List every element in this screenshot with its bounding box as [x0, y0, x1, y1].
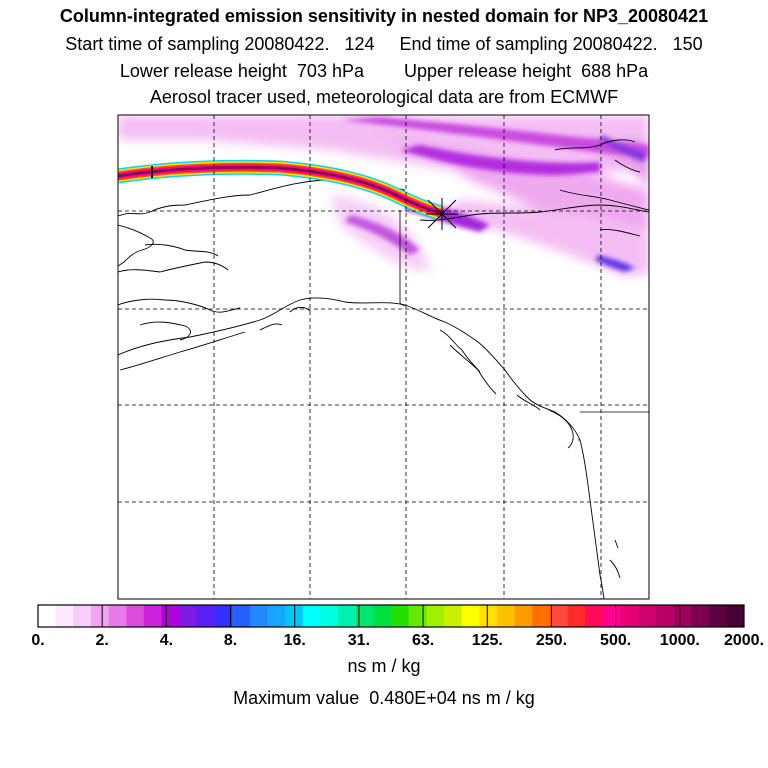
borders: [399, 210, 649, 441]
colorbar-tick-label: 8.: [223, 632, 238, 649]
sensitivity-field: [118, 115, 649, 275]
graticule: [118, 115, 649, 599]
release-point-marker: [426, 198, 458, 230]
colorbar-tick-label: 63.: [411, 632, 435, 649]
colorbar-tick-label: 31.: [347, 632, 371, 649]
colorbar-tick-label: 4.: [159, 632, 174, 649]
colorbar-units: ns m / kg: [347, 656, 421, 676]
colorbar-tick-label: 2000.: [723, 632, 765, 649]
colorbar-tick-label: 500.: [600, 632, 632, 649]
colorbar-tick-label: 2.: [95, 632, 109, 649]
colorbar-tick-label: 1000.: [659, 632, 700, 649]
sampling-time-line: Start time of sampling 20080422. 124 End…: [65, 34, 703, 54]
colorbar-tick-label: 16.: [283, 632, 306, 649]
data-source-line: Aerosol tracer used, meteorological data…: [149, 87, 619, 107]
trajectory-band: [118, 159, 443, 221]
sensitivity-map: [117, 114, 650, 600]
max-value-text: Maximum value 0.480E+04 ns m / kg: [233, 688, 535, 708]
colorbar-tick-label: 0.: [31, 632, 45, 649]
colorbar-tick-label: 250.: [535, 632, 568, 649]
map-title: Column-integrated emission sensitivity i…: [59, 6, 709, 26]
release-height-line: Lower release height 703 hPa Upper relea…: [119, 61, 649, 81]
colorbar-tick-label: 125.: [471, 632, 503, 649]
map-frame: [117, 114, 650, 600]
